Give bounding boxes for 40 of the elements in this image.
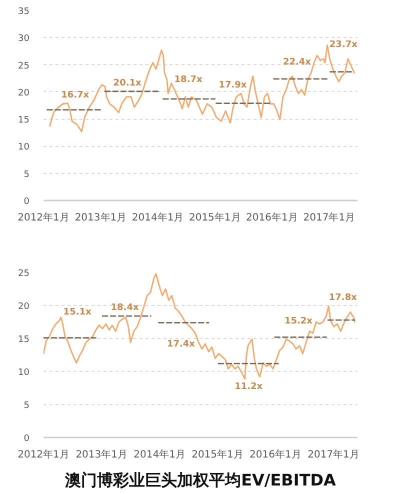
y-tick-label: 15 [18, 335, 30, 345]
annotation: 15.1x [63, 308, 92, 318]
y-tick-label: 5 [24, 401, 30, 411]
x-tick-label: 2016年1月 [250, 448, 302, 460]
annotation: 17.9x [218, 80, 247, 91]
annotation: 23.7x [329, 40, 358, 50]
line-series [44, 273, 356, 380]
y-tick-label: 35 [18, 7, 30, 17]
x-tick-label: 2015年1月 [188, 212, 241, 224]
annotation: 18.4x [110, 303, 139, 314]
annotation: 16.7x [61, 90, 90, 100]
y-tick-label: 10 [18, 142, 30, 153]
x-tick-label: 2013年1月 [76, 448, 128, 460]
annotation: 17.8x [328, 293, 358, 304]
x-tick-label: 2015年1月 [192, 448, 244, 460]
annotation: 17.4x [166, 340, 196, 350]
annotation: 15.2x [284, 316, 313, 326]
y-tick-label: 25 [18, 61, 30, 72]
y-tick-label: 25 [18, 269, 30, 279]
annotation: 11.2x [234, 382, 263, 392]
y-tick-label: 10 [18, 368, 30, 378]
y-tick-label: 20 [18, 88, 30, 98]
x-tick-label: 2017年1月 [308, 448, 360, 460]
x-tick-label: 2014年1月 [134, 448, 186, 460]
x-tick-label: 2016年1月 [246, 212, 298, 224]
text: 澳门博彩业巨头加权平均EV/EBITDA [64, 470, 337, 490]
annotation: 20.1x [113, 78, 142, 88]
annotation: 22.4x [282, 58, 312, 68]
y-tick-label: 0 [24, 197, 30, 207]
x-tick-label: 2012年1月 [18, 448, 70, 460]
y-tick-label: 30 [18, 34, 30, 44]
x-tick-label: 2017年1月 [303, 212, 356, 224]
y-tick-label: 5 [24, 170, 30, 180]
x-tick-label: 2013年1月 [74, 212, 127, 224]
y-tick-label: 15 [18, 116, 30, 126]
y-tick-label: 0 [24, 434, 30, 444]
annotation: 18.7x [174, 75, 203, 86]
y-tick-label: 20 [18, 302, 30, 312]
x-tick-label: 2014年1月 [132, 212, 184, 224]
x-tick-label: 2012年1月 [18, 212, 70, 224]
